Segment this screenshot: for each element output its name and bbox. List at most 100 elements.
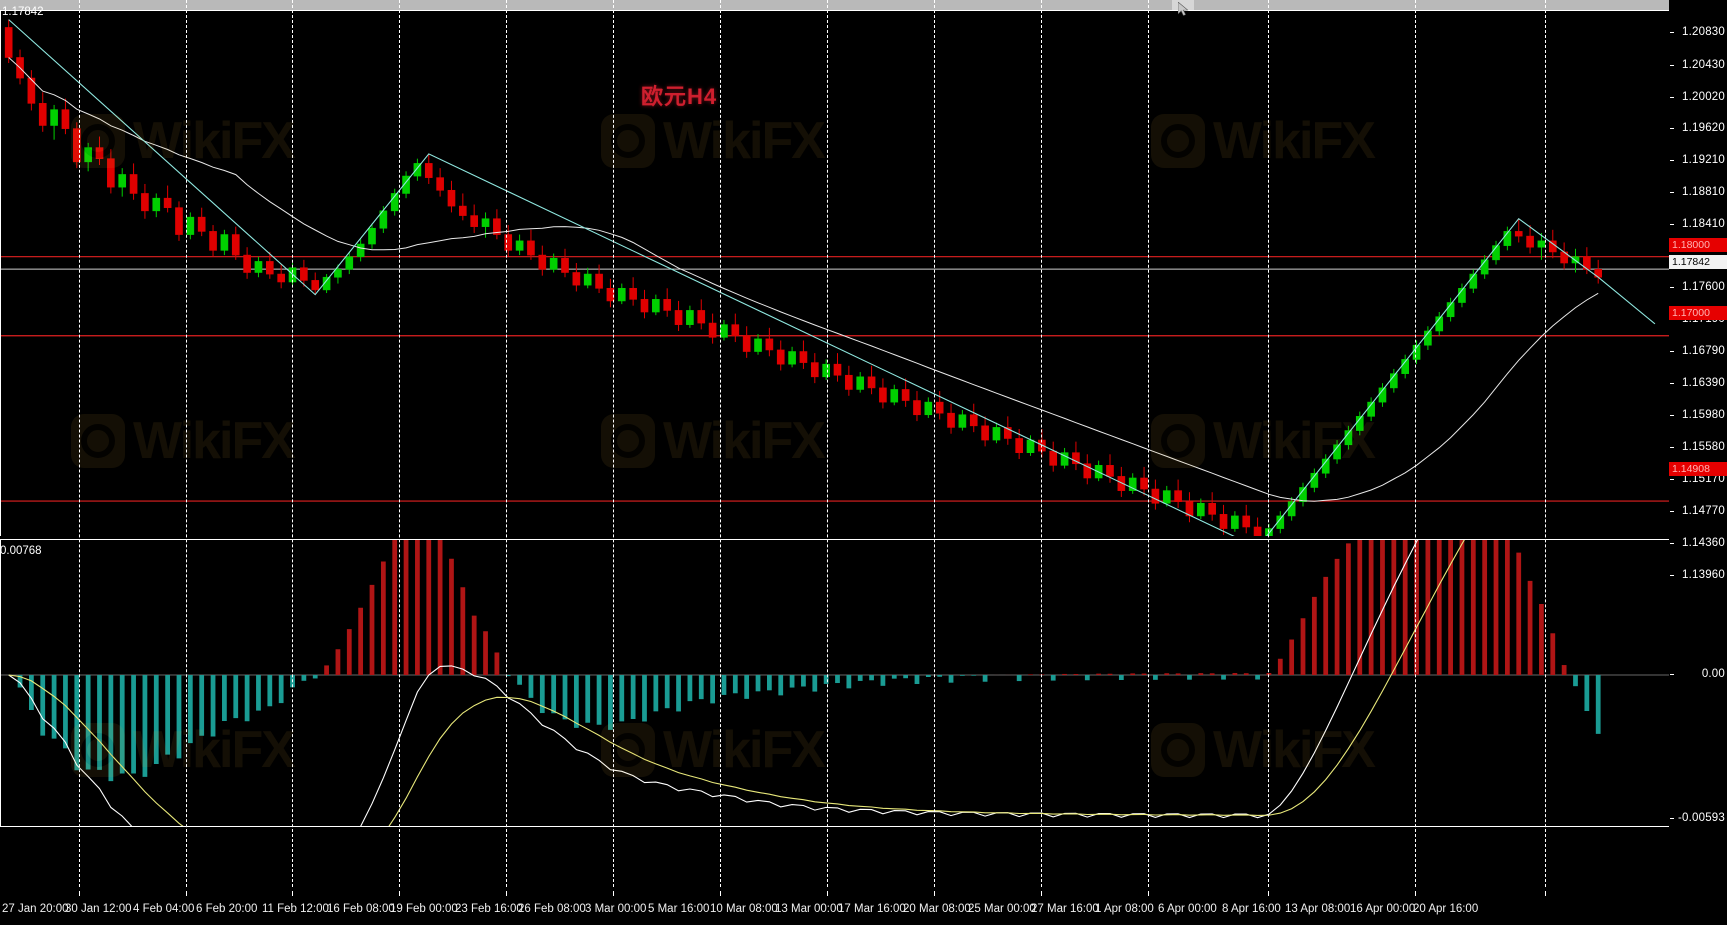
time-axis-label: 6 Feb 20:00 (196, 903, 258, 915)
time-axis-label: 4 Feb 04:00 (133, 903, 195, 915)
axis-tick-mark (1670, 511, 1674, 512)
period-separator-line (1041, 0, 1042, 887)
axis-tick-mark (1670, 818, 1674, 819)
price-axis-label: 1.19210 (1682, 154, 1725, 166)
axis-tick-mark (1670, 351, 1674, 352)
window-top-strip (0, 0, 1727, 10)
period-separator-line (1415, 0, 1416, 887)
time-axis-label: 20 Apr 16:00 (1413, 903, 1479, 915)
price-axis-label: 1.15170 (1682, 473, 1725, 485)
price-axis-label: 1.16390 (1682, 377, 1725, 389)
price-pane: WikiFX WikiFX WikiFX WikiFX WikiFX WikiF… (0, 10, 1670, 536)
period-separator-line (292, 0, 293, 887)
time-axis-tick (399, 891, 400, 896)
axis-tick-mark (1670, 383, 1674, 384)
level-price-badge[interactable]: 1.14908 (1669, 462, 1727, 476)
period-separator-line (1148, 0, 1149, 887)
time-axis-tick (934, 891, 935, 896)
price-axis-label: 1.17600 (1682, 281, 1725, 293)
axis-tick-mark (1670, 224, 1674, 225)
time-axis-tick (79, 891, 80, 896)
axis-tick-mark (1670, 65, 1674, 66)
time-axis-tick (1415, 891, 1416, 896)
candlestick-series (1, 19, 1670, 536)
time-axis-label: 20 Mar 08:00 (903, 903, 971, 915)
time-axis-tick (1268, 891, 1269, 896)
price-axis-label: 1.20430 (1682, 59, 1725, 71)
price-axis-label: 1.19620 (1682, 122, 1725, 134)
time-axis-tick (827, 891, 828, 896)
time-axis-label: 27 Jan 20:00 (2, 903, 69, 915)
macd-plot: WikiFX WikiFX WikiFX (1, 540, 1670, 826)
axis-tick-mark (1670, 128, 1674, 129)
axis-tick-mark (1670, 287, 1674, 288)
time-axis-label: 16 Apr 00:00 (1350, 903, 1416, 915)
time-axis-label: 5 Mar 16:00 (648, 903, 710, 915)
axis-tick-mark (1670, 479, 1674, 480)
time-axis-label: 13 Mar 00:00 (775, 903, 843, 915)
time-axis-label: 25 Mar 00:00 (968, 903, 1036, 915)
time-axis-label: 1 Apr 08:00 (1095, 903, 1154, 915)
period-separator-line (720, 0, 721, 887)
price-axis-label: 1.14770 (1682, 505, 1725, 517)
macd-pane-corner-quote: 0.00768 (0, 545, 42, 557)
price-axis-label: 1.16790 (1682, 345, 1725, 357)
macd-axis-label: -0.00593 (1678, 812, 1725, 824)
macd-pane: WikiFX WikiFX WikiFX (0, 539, 1670, 827)
period-separator-line (1545, 0, 1546, 887)
time-axis-tick (506, 891, 507, 896)
axis-tick-mark (1670, 97, 1674, 98)
price-pane-corner-quote: 1.17842 (2, 6, 44, 18)
macd-axis-label: 0.00 (1701, 668, 1725, 680)
time-axis-label: 16 Feb 08:00 (327, 903, 395, 915)
time-axis-tick (186, 891, 187, 896)
time-axis-label: 10 Mar 08:00 (710, 903, 778, 915)
period-separator-line (79, 0, 80, 887)
current-price-badge[interactable]: 1.17842 (1669, 255, 1727, 269)
period-separator-line (506, 0, 507, 887)
period-separator-line (934, 0, 935, 887)
time-axis-label: 8 Apr 16:00 (1222, 903, 1281, 915)
time-axis-tick (1148, 891, 1149, 896)
time-axis-tick (292, 891, 293, 896)
time-axis[interactable]: 27 Jan 20:00 30 Jan 12:00 4 Feb 04:00 6 Feb… (0, 891, 1669, 925)
time-axis-label: 26 Feb 08:00 (518, 903, 586, 915)
time-axis-label: 11 Feb 12:00 (262, 903, 329, 915)
price-axis-label: 1.15580 (1682, 441, 1725, 453)
axis-tick-mark (1670, 192, 1674, 193)
axis-tick-mark (1670, 543, 1674, 544)
axis-tick-mark (1670, 674, 1674, 675)
mouse-cursor-icon (1178, 2, 1189, 16)
period-separator-line (1268, 0, 1269, 887)
price-axis-label: 1.13960 (1682, 569, 1725, 581)
period-separator-line (613, 0, 614, 887)
period-separator-line (827, 0, 828, 887)
period-separator-line (399, 0, 400, 887)
price-axis-label: 1.18810 (1682, 186, 1725, 198)
time-axis-label: 27 Mar 16:00 (1031, 903, 1099, 915)
axis-tick-mark (1670, 447, 1674, 448)
price-axis-label: 1.18410 (1682, 218, 1725, 230)
price-scale[interactable]: 1.20830 1.20430 1.20020 1.19620 1.19210 1.188… (1669, 0, 1727, 925)
price-axis-label: 1.14360 (1682, 537, 1725, 549)
level-price-badge[interactable]: 1.18000 (1669, 238, 1727, 252)
time-axis-label: 3 Mar 00:00 (585, 903, 647, 915)
time-axis-tick (720, 891, 721, 896)
time-axis-label: 30 Jan 12:00 (65, 903, 132, 915)
price-axis-label: 1.15980 (1682, 409, 1725, 421)
time-axis-label: 13 Apr 08:00 (1285, 903, 1351, 915)
price-plot: WikiFX WikiFX WikiFX WikiFX WikiFX WikiF… (1, 11, 1670, 536)
chart-annotation-label: 欧元H4 (641, 84, 718, 109)
price-axis-label: 1.20830 (1682, 26, 1725, 38)
time-axis-label: 19 Feb 00:00 (390, 903, 458, 915)
level-price-badge[interactable]: 1.17000 (1669, 306, 1727, 320)
time-axis-label: 6 Apr 00:00 (1158, 903, 1217, 915)
time-axis-label: 23 Feb 16:00 (455, 903, 523, 915)
macd-series (1, 540, 1670, 826)
top-strip-handle[interactable] (1172, 0, 1194, 10)
period-separator-line (186, 0, 187, 887)
price-axis-label: 1.20020 (1682, 91, 1725, 103)
time-axis-tick (1545, 891, 1546, 896)
time-axis-label: 17 Mar 16:00 (838, 903, 906, 915)
